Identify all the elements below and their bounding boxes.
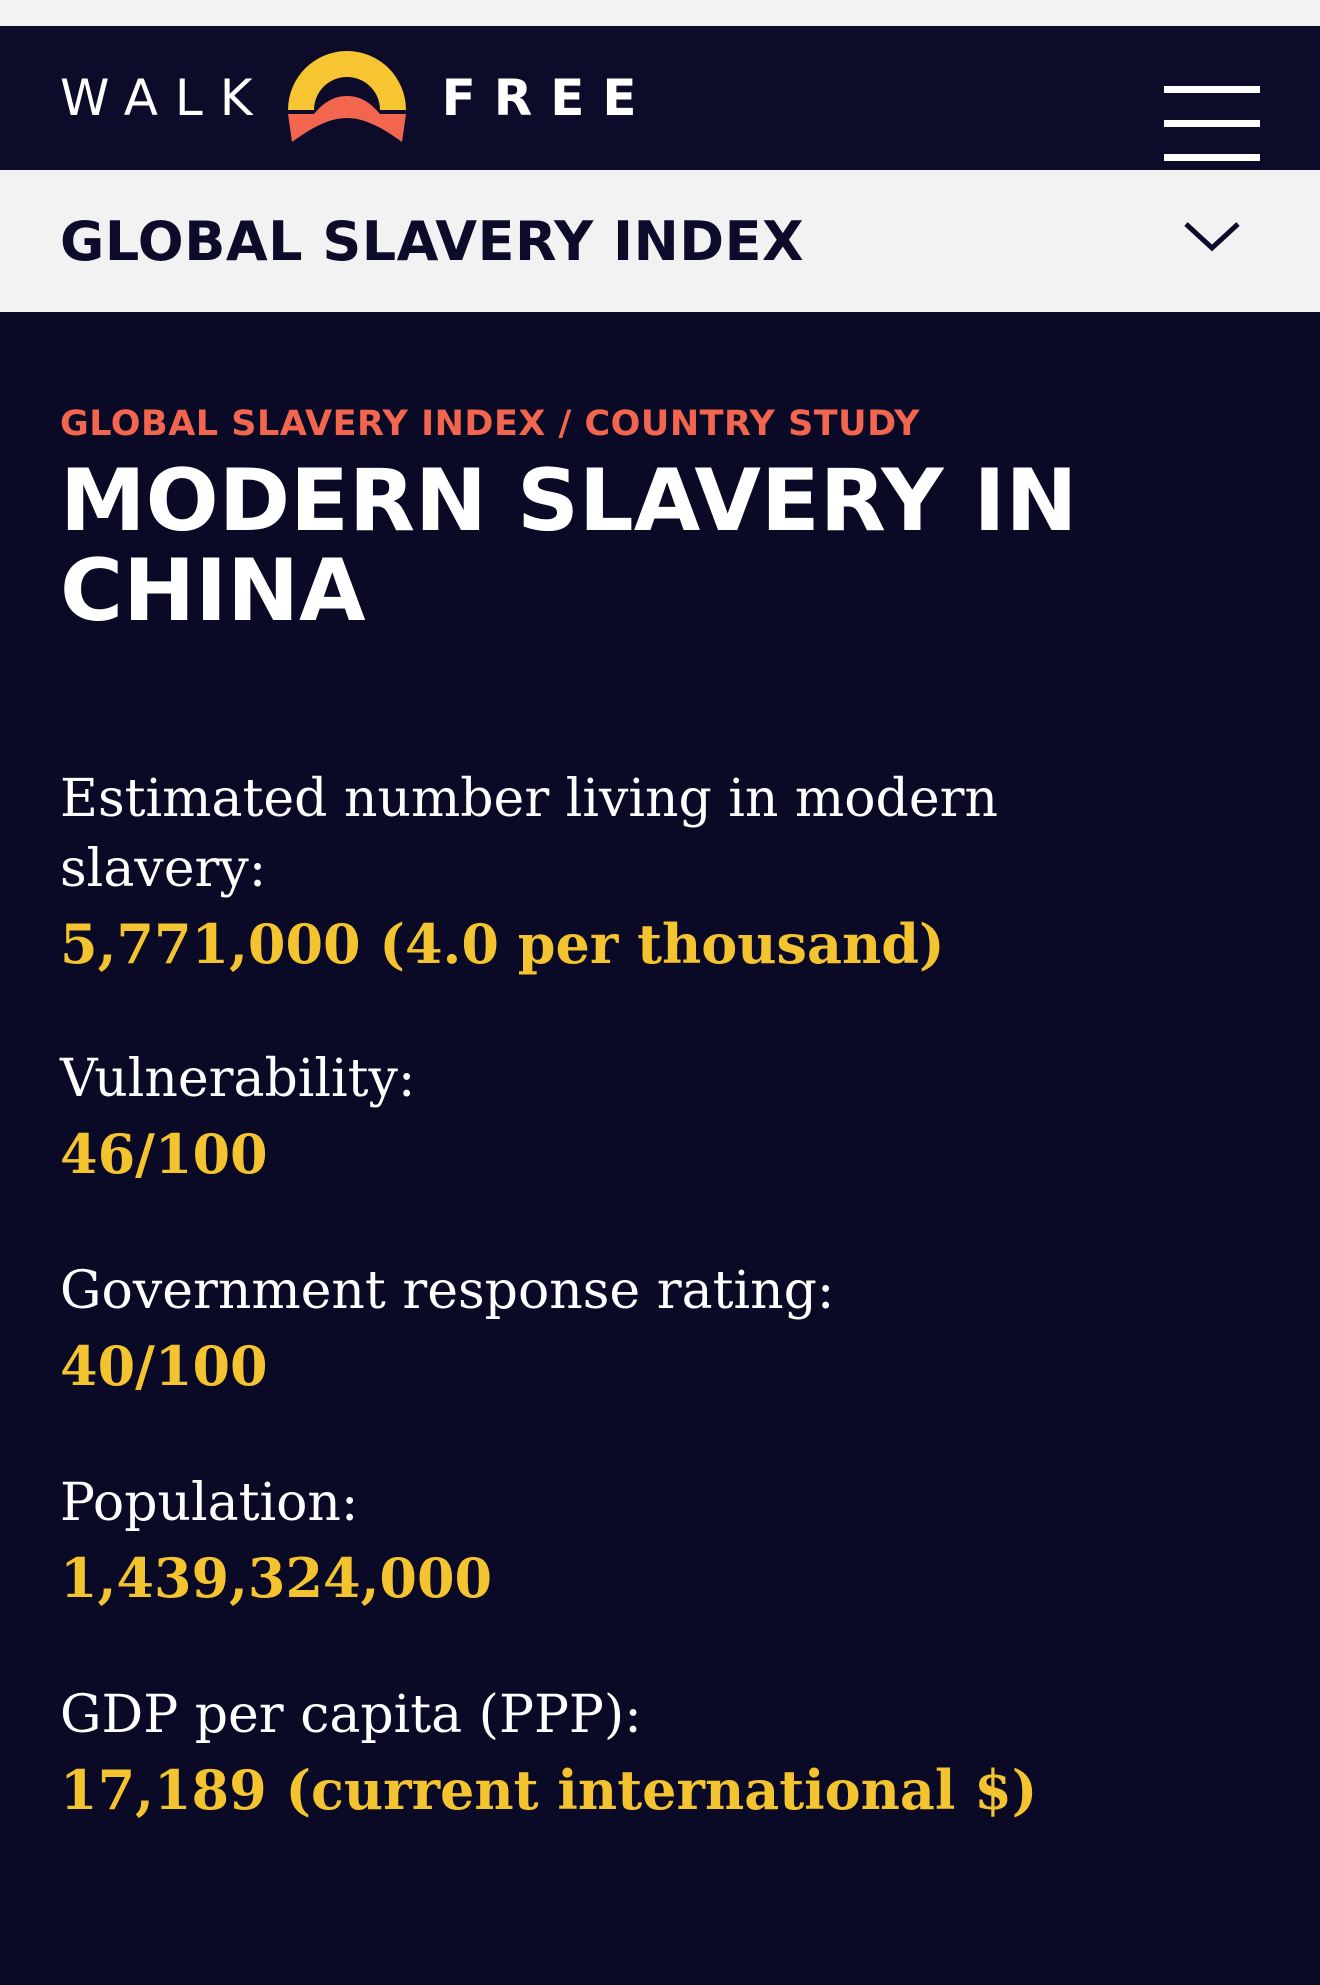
status-strip xyxy=(0,0,1320,26)
stat-label: Estimated number living in modern slaver… xyxy=(60,769,998,899)
stat-modern-slavery-estimate: Estimated number living in modern slaver… xyxy=(60,764,1260,984)
stat-value: 17,189 (current international $) xyxy=(60,1758,1038,1822)
stat-gdp-per-capita: GDP per capita (PPP): 17,189 (current in… xyxy=(60,1680,1260,1830)
stat-value: 46/100 xyxy=(60,1122,268,1186)
walkfree-sunrise-icon xyxy=(287,51,406,142)
brand-word-walk: WALK xyxy=(60,69,270,127)
top-header: WALK FREE xyxy=(0,26,1320,170)
country-stats: Estimated number living in modern slaver… xyxy=(60,764,1260,1830)
brand-logo[interactable]: WALK FREE xyxy=(60,51,655,142)
menu-bar xyxy=(1164,154,1260,161)
menu-bar xyxy=(1164,120,1260,127)
stat-label: Vulnerability: xyxy=(60,1049,416,1109)
stat-value: 5,771,000 (4.0 per thousand) xyxy=(60,912,945,976)
stat-label: Government response rating: xyxy=(60,1261,835,1321)
page-title: MODERN SLAVERY IN CHINA xyxy=(60,451,1078,641)
section-nav-toggle[interactable]: GLOBAL SLAVERY INDEX xyxy=(0,170,1320,312)
chevron-down-icon[interactable] xyxy=(1182,216,1242,256)
section-nav-title: GLOBAL SLAVERY INDEX xyxy=(60,210,805,273)
stat-population: Population: 1,439,324,000 xyxy=(60,1468,1260,1618)
stat-value: 1,439,324,000 xyxy=(60,1546,493,1610)
brand-word-free: FREE xyxy=(441,69,655,127)
breadcrumb[interactable]: GLOBAL SLAVERY INDEX / COUNTRY STUDY xyxy=(60,404,920,444)
stat-vulnerability: Vulnerability: 46/100 xyxy=(60,1044,1260,1194)
stat-label: Population: xyxy=(60,1473,359,1533)
stat-value: 40/100 xyxy=(60,1334,268,1398)
stat-label: GDP per capita (PPP): xyxy=(60,1685,642,1745)
main-content: GLOBAL SLAVERY INDEX / COUNTRY STUDY MOD… xyxy=(60,404,1260,1830)
hamburger-menu-icon[interactable] xyxy=(1164,86,1260,162)
menu-bar xyxy=(1164,86,1260,93)
stat-government-response: Government response rating: 40/100 xyxy=(60,1256,1260,1406)
